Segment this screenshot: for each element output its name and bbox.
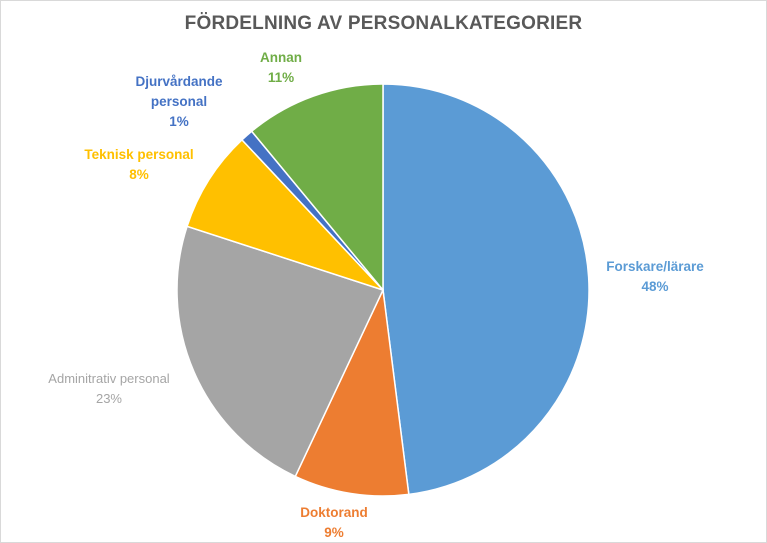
pie-slice-teknisk-personal — [186, 138, 384, 291]
slice-data-label: Teknisk personal 8% — [84, 145, 193, 185]
slice-percent-label: 1% — [169, 114, 189, 129]
slice-data-label: Forskare/lärare 48% — [606, 257, 704, 297]
chart-title: FÖRDELNING AV PERSONALKATEGORIER — [184, 13, 583, 34]
slice-percent-label: 8% — [129, 167, 149, 182]
pie-slice-doktorand — [294, 287, 410, 497]
slice-percent-label: 23% — [95, 391, 123, 406]
pie-slice-annan — [250, 83, 384, 293]
slice-category-label: Djurvårdande personal — [135, 74, 223, 109]
slice-data-label: Adminitrativ personal 23% — [48, 369, 169, 409]
slice-category-label: Teknisk personal — [84, 147, 194, 162]
slice-percent-label: 9% — [324, 525, 344, 540]
slice-percent-label: 48% — [641, 279, 669, 294]
slice-category-label: Adminitrativ personal — [48, 371, 170, 386]
slice-category-label: Annan — [260, 50, 302, 65]
slice-category-label: Forskare/lärare — [606, 259, 704, 274]
slice-data-label: Doktorand 9% — [300, 503, 368, 543]
pie-slice-forskare-lärare — [382, 83, 590, 496]
slice-data-label: Annan 11% — [260, 48, 302, 88]
slice-percent-label: 11% — [267, 70, 295, 85]
pie-slice-adminitrativ-personal — [176, 225, 385, 478]
slice-category-label: Doktorand — [300, 505, 368, 520]
slice-data-label: Djurvårdande personal 1% — [135, 72, 222, 132]
